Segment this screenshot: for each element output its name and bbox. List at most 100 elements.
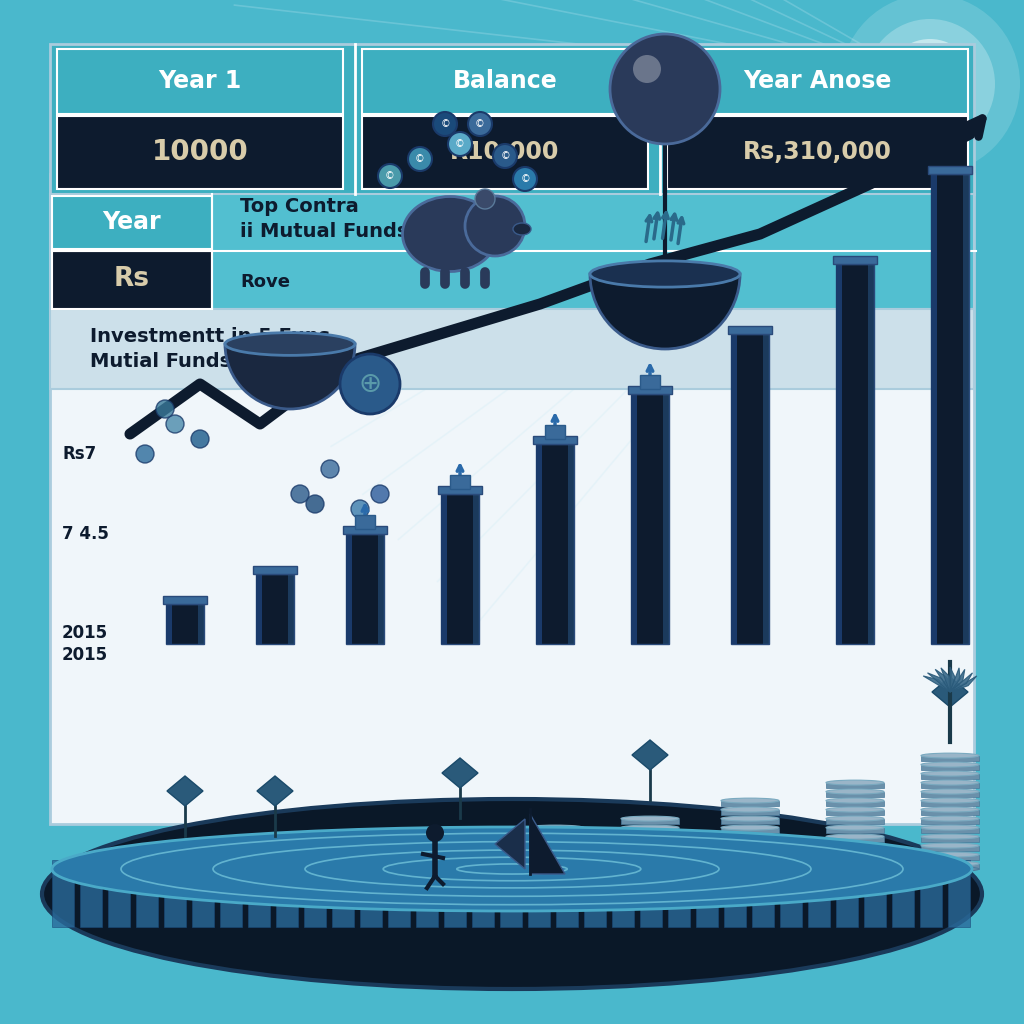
- Bar: [362, 116, 648, 189]
- Text: R10,000: R10,000: [451, 140, 560, 164]
- Text: Investmentt in 5 Funs
Mutial Funds: Investmentt in 5 Funs Mutial Funds: [90, 327, 330, 371]
- Polygon shape: [950, 668, 961, 692]
- Ellipse shape: [921, 771, 979, 776]
- Bar: [721, 855, 779, 860]
- Bar: [868, 264, 874, 644]
- Circle shape: [885, 39, 975, 129]
- Polygon shape: [632, 740, 668, 770]
- Circle shape: [840, 0, 1020, 174]
- Ellipse shape: [621, 825, 679, 830]
- Ellipse shape: [921, 835, 979, 839]
- Ellipse shape: [590, 261, 740, 287]
- Bar: [441, 494, 479, 644]
- Bar: [892, 860, 914, 927]
- Circle shape: [291, 485, 309, 503]
- Bar: [50, 44, 974, 194]
- Bar: [826, 846, 884, 851]
- Ellipse shape: [156, 852, 214, 857]
- Bar: [556, 860, 578, 927]
- Bar: [667, 116, 968, 189]
- Wedge shape: [590, 274, 740, 349]
- Bar: [388, 860, 410, 927]
- Polygon shape: [932, 677, 968, 707]
- Polygon shape: [530, 814, 565, 874]
- Ellipse shape: [721, 816, 779, 821]
- Bar: [108, 860, 130, 927]
- Bar: [362, 49, 648, 114]
- Bar: [52, 196, 212, 249]
- Bar: [50, 194, 974, 309]
- Ellipse shape: [721, 835, 779, 839]
- Text: 7 4.5: 7 4.5: [62, 525, 109, 543]
- Bar: [780, 860, 802, 927]
- Bar: [276, 860, 298, 927]
- Ellipse shape: [526, 861, 584, 866]
- Bar: [198, 604, 204, 644]
- Ellipse shape: [336, 843, 394, 848]
- Bar: [416, 860, 438, 927]
- Polygon shape: [935, 670, 950, 692]
- Ellipse shape: [826, 798, 884, 803]
- Polygon shape: [950, 667, 955, 692]
- Ellipse shape: [721, 866, 779, 871]
- Bar: [50, 174, 974, 204]
- Text: ©: ©: [455, 139, 465, 150]
- Ellipse shape: [921, 843, 979, 848]
- Bar: [444, 860, 466, 927]
- Bar: [668, 860, 690, 927]
- Ellipse shape: [826, 835, 884, 839]
- Polygon shape: [950, 670, 965, 692]
- Bar: [663, 394, 669, 644]
- Bar: [808, 860, 830, 927]
- Bar: [721, 801, 779, 806]
- Bar: [731, 334, 769, 644]
- Bar: [50, 174, 974, 824]
- Text: Year: Year: [102, 210, 162, 234]
- Circle shape: [340, 354, 400, 414]
- Bar: [57, 49, 343, 114]
- Circle shape: [426, 824, 444, 842]
- Ellipse shape: [721, 825, 779, 830]
- Bar: [166, 604, 172, 644]
- Polygon shape: [950, 673, 973, 692]
- Bar: [472, 860, 494, 927]
- Ellipse shape: [721, 798, 779, 803]
- Bar: [631, 394, 669, 644]
- Circle shape: [136, 445, 154, 463]
- Text: ©: ©: [520, 174, 529, 184]
- Ellipse shape: [826, 825, 884, 830]
- Ellipse shape: [921, 753, 979, 758]
- Ellipse shape: [336, 852, 394, 857]
- Ellipse shape: [921, 780, 979, 785]
- Circle shape: [371, 485, 389, 503]
- Ellipse shape: [156, 866, 214, 871]
- Polygon shape: [495, 819, 525, 869]
- Bar: [526, 827, 584, 833]
- Ellipse shape: [826, 780, 884, 785]
- Bar: [288, 574, 294, 644]
- Polygon shape: [167, 776, 203, 806]
- Bar: [921, 792, 979, 797]
- Ellipse shape: [721, 852, 779, 857]
- Bar: [528, 860, 550, 927]
- Bar: [248, 860, 270, 927]
- Bar: [826, 801, 884, 806]
- Circle shape: [378, 164, 402, 188]
- Text: Year 1: Year 1: [159, 69, 242, 93]
- Text: ©: ©: [500, 151, 510, 161]
- Bar: [500, 860, 522, 927]
- Bar: [921, 773, 979, 779]
- Bar: [621, 846, 679, 851]
- Text: Balance: Balance: [453, 69, 557, 93]
- Bar: [431, 855, 489, 860]
- Text: Top Contra
ii Mutual Funds: Top Contra ii Mutual Funds: [240, 197, 409, 241]
- Ellipse shape: [826, 852, 884, 857]
- Polygon shape: [941, 668, 950, 692]
- Bar: [332, 860, 354, 927]
- Ellipse shape: [526, 852, 584, 857]
- Circle shape: [900, 54, 961, 114]
- Ellipse shape: [431, 852, 489, 857]
- Bar: [752, 860, 774, 927]
- Bar: [864, 860, 886, 927]
- Ellipse shape: [826, 843, 884, 848]
